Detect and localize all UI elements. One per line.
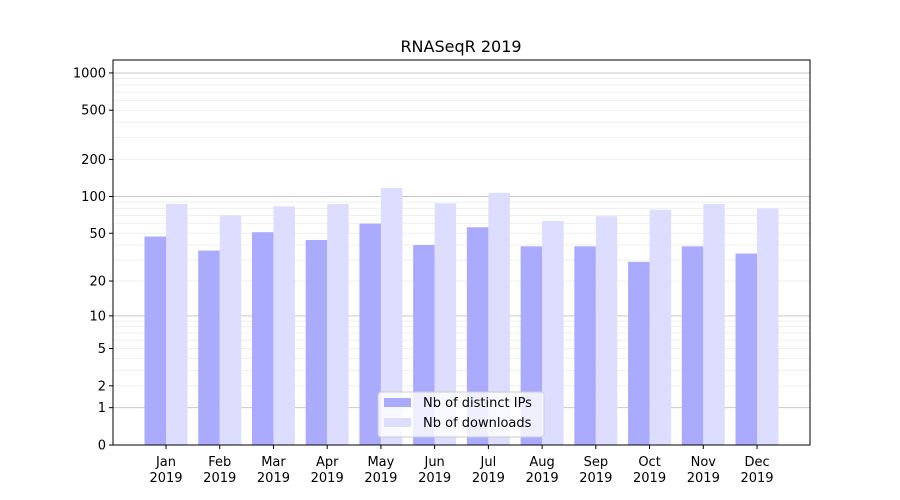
x-tick-label: 2019	[418, 471, 451, 486]
x-tick-label: Mar	[261, 455, 286, 470]
bar-downloads	[542, 221, 564, 445]
x-tick-label: 2019	[203, 471, 236, 486]
legend-swatch	[384, 398, 411, 407]
bar-distinct-ips	[198, 250, 220, 445]
y-tick-label: 1000	[73, 66, 106, 81]
legend-label: Nb of downloads	[423, 416, 532, 431]
x-tick-label: Aug	[529, 455, 554, 470]
x-tick-label: 2019	[740, 471, 773, 486]
bar-distinct-ips	[144, 236, 166, 445]
y-tick-label: 2	[98, 379, 106, 394]
x-tick-label: Oct	[638, 455, 660, 470]
y-tick-label: 0	[98, 439, 106, 454]
bar-distinct-ips	[466, 227, 489, 445]
bar-downloads	[380, 188, 403, 446]
y-axis: 0 1 2 5 10 20 50 100 200 500 1000	[73, 66, 113, 454]
y-tick-label: 1	[98, 401, 106, 416]
legend: Nb of distinct IPs Nb of downloads	[377, 391, 545, 438]
bar-downloads	[166, 203, 188, 445]
bar-distinct-ips	[305, 240, 328, 445]
x-tick-label: Feb	[208, 455, 231, 470]
bar-downloads	[649, 209, 672, 445]
x-tick-label: 2019	[579, 471, 612, 486]
bar-downloads	[273, 206, 295, 445]
x-tick-label: 2019	[633, 471, 666, 486]
bar-downloads	[703, 203, 725, 445]
bar-distinct-ips	[735, 253, 758, 445]
y-tick-label: 5	[98, 342, 106, 357]
bar-downloads	[434, 203, 457, 445]
x-tick-label: 2019	[257, 471, 290, 486]
y-tick-label: 20	[89, 275, 106, 290]
y-tick-label: 50	[89, 227, 106, 242]
x-tick-label: Nov	[691, 455, 717, 470]
x-tick-label: 2019	[687, 471, 720, 486]
x-tick-label: May	[367, 455, 394, 470]
x-tick-label: Apr	[316, 455, 339, 470]
legend-label: Nb of distinct IPs	[423, 396, 532, 411]
chart-title: RNASeqR 2019	[400, 37, 521, 56]
bar-downloads	[488, 192, 510, 445]
x-tick-label: Jul	[480, 455, 497, 470]
x-tick-label: 2019	[526, 471, 559, 486]
bar-distinct-ips	[251, 232, 274, 445]
y-tick-label: 500	[81, 104, 106, 119]
x-tick-label: 2019	[149, 471, 182, 486]
bar-distinct-ips	[359, 223, 381, 445]
x-tick-label: 2019	[472, 471, 505, 486]
y-tick-label: 200	[81, 153, 106, 168]
x-tick-label: Jun	[423, 455, 444, 470]
bar-distinct-ips	[574, 246, 596, 445]
bar-distinct-ips	[628, 261, 650, 445]
x-tick-label: 2019	[364, 471, 397, 486]
x-tick-label: Dec	[744, 455, 769, 470]
x-tick-label: 2019	[311, 471, 344, 486]
bar-distinct-ips	[681, 246, 704, 445]
y-tick-label: 100	[81, 190, 106, 205]
x-axis: Jan2019Feb2019Mar2019Apr2019May2019Jun20…	[149, 445, 774, 486]
legend-swatch	[384, 418, 411, 427]
bar-downloads	[595, 216, 618, 445]
bar-downloads	[757, 208, 779, 445]
legend-box	[377, 391, 545, 438]
x-tick-label: Sep	[584, 455, 609, 470]
bar-downloads	[219, 215, 242, 445]
y-tick-label: 10	[89, 309, 106, 324]
bar-downloads	[327, 203, 349, 445]
x-tick-label: Jan	[155, 455, 176, 470]
plot-frame	[112, 59, 811, 446]
